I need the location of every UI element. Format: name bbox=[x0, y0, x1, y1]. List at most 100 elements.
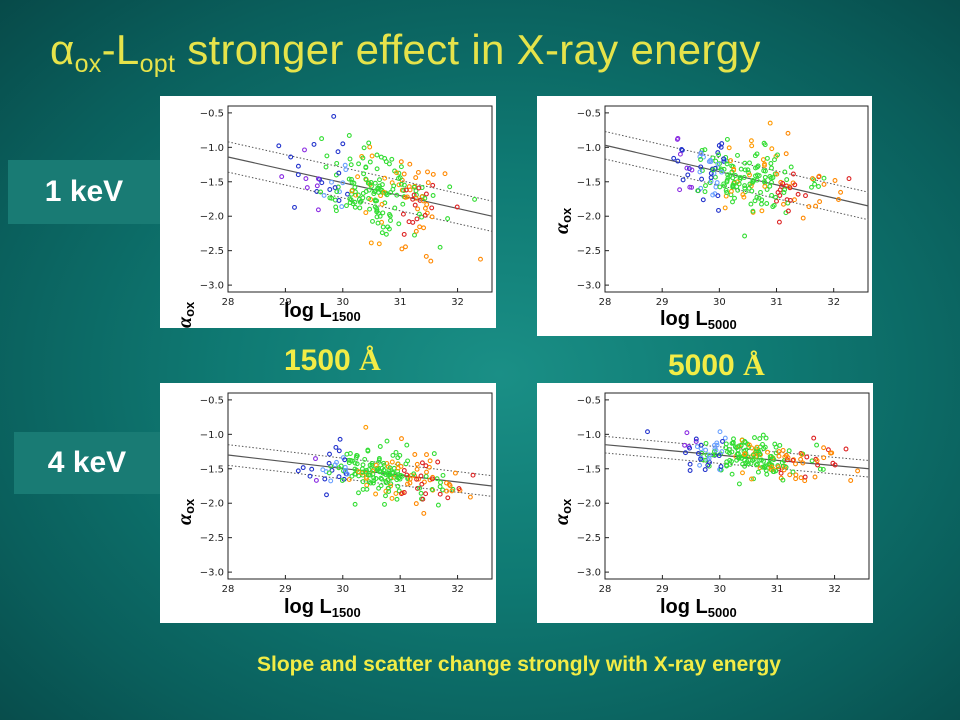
data-point bbox=[362, 456, 368, 462]
data-point bbox=[698, 456, 704, 462]
data-point bbox=[735, 187, 741, 193]
data-point bbox=[333, 444, 339, 450]
data-point bbox=[333, 208, 339, 214]
data-point bbox=[414, 466, 420, 472]
data-point bbox=[400, 201, 406, 207]
data-point bbox=[375, 467, 381, 473]
y-tick-label: −2.5 bbox=[577, 533, 601, 544]
data-point bbox=[717, 429, 723, 435]
data-point bbox=[388, 218, 393, 223]
data-point bbox=[730, 199, 735, 205]
data-point bbox=[429, 487, 435, 492]
data-point bbox=[781, 467, 787, 473]
data-point bbox=[347, 200, 353, 206]
data-point bbox=[349, 188, 355, 194]
data-point bbox=[403, 187, 409, 193]
data-point bbox=[776, 219, 782, 225]
data-point bbox=[374, 207, 380, 213]
data-point bbox=[321, 192, 327, 198]
data-point bbox=[757, 465, 763, 471]
y-tick-label: −1.5 bbox=[577, 464, 601, 475]
data-point bbox=[355, 192, 361, 198]
data-point bbox=[730, 184, 736, 190]
data-point bbox=[703, 440, 709, 446]
data-point bbox=[742, 183, 748, 189]
data-point bbox=[738, 455, 744, 461]
data-point bbox=[715, 193, 721, 199]
data-point bbox=[836, 197, 841, 202]
data-point bbox=[403, 194, 408, 200]
data-point bbox=[792, 182, 798, 188]
data-point bbox=[706, 452, 712, 458]
data-point bbox=[790, 469, 796, 475]
data-point bbox=[435, 459, 441, 465]
data-point bbox=[764, 201, 770, 206]
data-point bbox=[821, 445, 827, 451]
data-point bbox=[745, 167, 751, 173]
data-point bbox=[764, 187, 770, 192]
x-tick-label: 31 bbox=[770, 297, 783, 308]
data-point bbox=[750, 452, 756, 458]
x-tick-label: 29 bbox=[279, 584, 292, 595]
data-point bbox=[738, 166, 744, 172]
data-point bbox=[404, 472, 410, 478]
data-point bbox=[800, 215, 806, 221]
data-point bbox=[788, 164, 794, 170]
data-point bbox=[791, 457, 797, 463]
data-point bbox=[693, 436, 699, 442]
data-point bbox=[727, 450, 732, 456]
data-point bbox=[832, 178, 838, 183]
x-tick-label: 28 bbox=[599, 297, 612, 308]
data-point bbox=[821, 175, 827, 181]
data-point bbox=[816, 173, 822, 179]
data-point bbox=[724, 136, 730, 142]
energy-label-4kev: 4 keV bbox=[14, 432, 160, 494]
data-point bbox=[713, 158, 719, 164]
data-point bbox=[752, 435, 757, 441]
data-point bbox=[307, 473, 313, 479]
data-point bbox=[328, 478, 334, 484]
data-point bbox=[738, 443, 744, 449]
data-point bbox=[342, 457, 348, 463]
data-point bbox=[759, 201, 764, 207]
data-point bbox=[383, 488, 389, 494]
data-point bbox=[366, 196, 372, 201]
data-point bbox=[749, 445, 755, 451]
data-point bbox=[800, 460, 806, 466]
data-point bbox=[366, 479, 372, 485]
data-point bbox=[769, 165, 774, 171]
data-point bbox=[366, 467, 372, 473]
data-point bbox=[366, 140, 372, 146]
data-point bbox=[735, 152, 740, 158]
data-point bbox=[821, 181, 827, 187]
data-point bbox=[363, 164, 369, 170]
data-point bbox=[420, 496, 426, 502]
data-point bbox=[381, 460, 387, 466]
plot-frame bbox=[604, 105, 869, 293]
data-point bbox=[747, 160, 752, 166]
y-tick-label: −1.5 bbox=[200, 177, 224, 188]
data-point bbox=[295, 172, 301, 178]
x-tick-label: 31 bbox=[394, 584, 407, 595]
data-point bbox=[348, 162, 354, 168]
data-point bbox=[702, 467, 708, 473]
data-point bbox=[389, 495, 395, 501]
data-point bbox=[403, 244, 408, 250]
data-point bbox=[372, 180, 378, 186]
data-point bbox=[675, 135, 681, 141]
data-point bbox=[795, 191, 801, 197]
y-tick-label: −3.0 bbox=[200, 568, 224, 579]
data-point bbox=[419, 214, 425, 220]
data-point bbox=[771, 457, 777, 463]
data-point bbox=[419, 481, 425, 487]
y-tick-label: −3.0 bbox=[577, 281, 601, 292]
data-point bbox=[429, 476, 435, 482]
data-point bbox=[684, 165, 690, 171]
data-point bbox=[749, 476, 754, 482]
data-point bbox=[742, 167, 748, 173]
data-point bbox=[345, 191, 350, 197]
data-point bbox=[367, 159, 373, 165]
data-point bbox=[753, 173, 758, 179]
data-point bbox=[782, 169, 788, 175]
data-point bbox=[702, 189, 708, 195]
